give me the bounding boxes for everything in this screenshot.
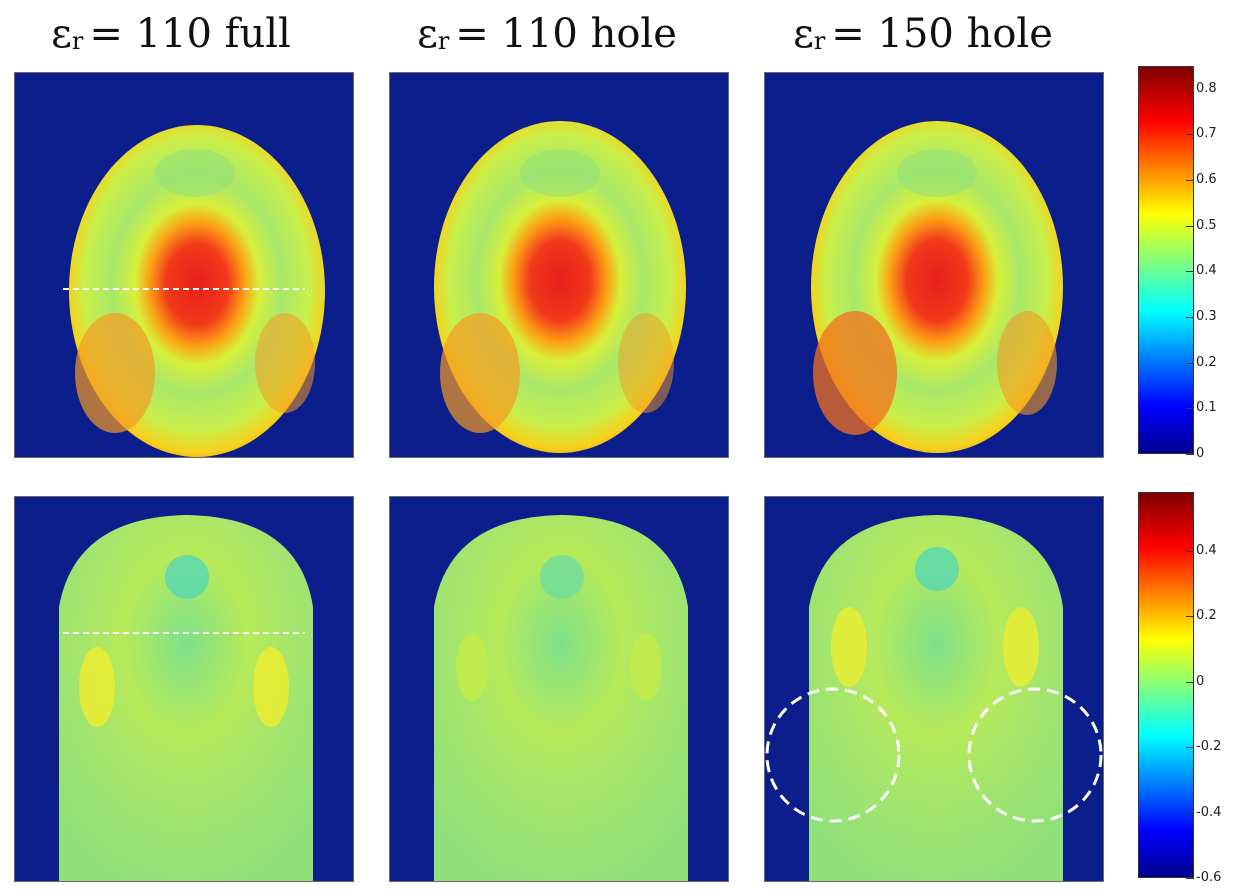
coronal-head-image — [765, 515, 1103, 881]
colorbar-tick-label: -0.6 — [1196, 870, 1222, 885]
colorbar-tick-mark — [1186, 362, 1194, 364]
highlight-circle-left — [765, 687, 901, 823]
column-title-text: = 110 full — [89, 11, 291, 57]
colorbar-tick-mark — [1186, 616, 1194, 618]
colorbar-tick-label: -0.2 — [1196, 739, 1222, 755]
column-title-text: = 150 hole — [831, 11, 1053, 57]
colorbar-tick-mark — [1186, 88, 1194, 90]
highlight-circle-right — [967, 687, 1103, 823]
axial-head-image — [63, 125, 325, 457]
epsilon-subscript: r — [71, 27, 84, 55]
coronal-map-150-hole — [764, 496, 1104, 882]
colorbar-tick-mark — [1186, 225, 1194, 227]
axial-map-150-hole — [764, 72, 1104, 458]
colorbar-tick-label: 0.7 — [1196, 126, 1217, 142]
epsilon-symbol: ε — [793, 11, 814, 57]
axial-head-image — [434, 121, 686, 453]
column-title-1: εr = 110 full — [6, 6, 336, 62]
colorbar-tick-mark — [1186, 550, 1194, 552]
column-title-2: εr = 110 hole — [382, 6, 712, 62]
colorbar-tick-label: 0 — [1196, 446, 1205, 461]
epsilon-symbol: ε — [417, 11, 438, 57]
colorbar-tick-mark — [1186, 681, 1194, 683]
colorbar-bottom — [1138, 492, 1194, 878]
colorbar-tick-label: 0.4 — [1196, 542, 1217, 558]
colorbar-tick-mark — [1186, 878, 1194, 879]
epsilon-subscript: r — [813, 27, 826, 55]
coronal-map-110-full — [14, 496, 354, 882]
epsilon-subscript: r — [437, 27, 450, 55]
colorbar-tick-label: 0 — [1196, 673, 1205, 689]
colorbar-tick-mark — [1186, 408, 1194, 410]
epsilon-symbol: ε — [51, 11, 72, 57]
coronal-head-image — [59, 515, 313, 881]
axial-head-image — [811, 121, 1063, 453]
colorbar-top — [1138, 66, 1194, 454]
column-title-text: = 110 hole — [455, 11, 677, 57]
colorbar-tick-mark — [1186, 317, 1194, 319]
colorbar-tick-label: 0.3 — [1196, 309, 1217, 325]
colorbar-tick-label: 0.2 — [1196, 354, 1217, 370]
colorbar-tick-mark — [1186, 812, 1194, 814]
colorbar-tick-label: 0.6 — [1196, 172, 1217, 188]
column-title-3: εr = 150 hole — [758, 6, 1088, 62]
colorbar-tick-label: 0.1 — [1196, 400, 1217, 416]
colorbar-tick-mark — [1186, 271, 1194, 273]
coronal-head-image — [434, 515, 688, 881]
colorbar-tick-label: -0.4 — [1196, 804, 1222, 820]
axial-map-110-full — [14, 72, 354, 458]
colorbar-tick-mark — [1186, 134, 1194, 136]
colorbar-tick-label: 0.2 — [1196, 608, 1217, 624]
coronal-map-110-hole — [389, 496, 729, 882]
colorbar-tick-mark — [1186, 180, 1194, 182]
colorbar-tick-label: 0.5 — [1196, 217, 1217, 233]
colorbar-tick-mark — [1186, 454, 1194, 455]
axial-map-110-hole — [389, 72, 729, 458]
colorbar-tick-label: 0.8 — [1196, 80, 1217, 96]
colorbar-tick-label: 0.4 — [1196, 263, 1217, 279]
colorbar-tick-mark — [1186, 747, 1194, 749]
